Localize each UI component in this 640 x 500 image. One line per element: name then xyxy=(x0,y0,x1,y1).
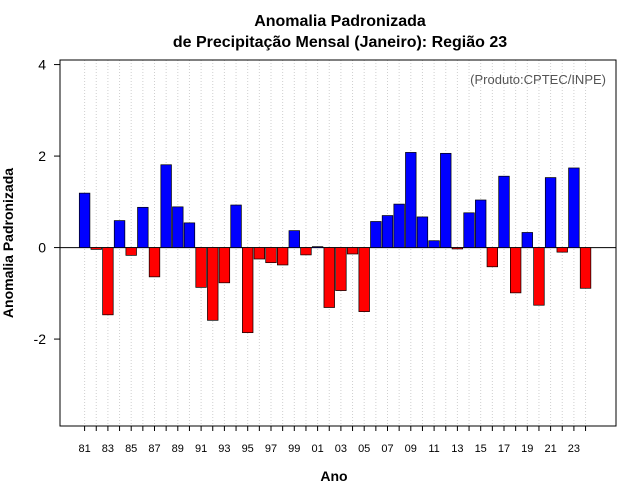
bar-1987 xyxy=(148,247,161,278)
credit-text: (Produto:CPTEC/INPE) xyxy=(470,72,606,87)
x-tick-label: 99 xyxy=(288,443,300,455)
bar-1994 xyxy=(230,204,242,248)
chart-title: Anomalia Padronizada xyxy=(254,13,426,30)
x-tick-label: 91 xyxy=(195,443,207,455)
bar-1990 xyxy=(183,222,196,248)
bar-2013 xyxy=(451,247,464,250)
bar-1992 xyxy=(207,247,219,321)
bar-1993 xyxy=(218,247,231,284)
x-tick-label: 95 xyxy=(242,443,254,455)
bar-2000 xyxy=(300,247,312,256)
bar-1989 xyxy=(172,206,184,248)
bar-2001 xyxy=(311,246,324,248)
x-tick-label: 93 xyxy=(218,443,230,455)
chart-subtitle: de Precipitação Mensal (Janeiro): Região… xyxy=(173,34,507,51)
x-tick-label: 19 xyxy=(521,443,533,455)
x-tick-label: 85 xyxy=(125,443,137,455)
x-tick-label: 97 xyxy=(265,443,277,455)
bar-series xyxy=(78,152,592,334)
bar-1995 xyxy=(242,247,254,334)
y-axis-title: Anomalia Padronizada xyxy=(0,168,16,318)
x-tick-label: 07 xyxy=(381,443,393,455)
bar-2002 xyxy=(323,247,335,308)
bar-2014 xyxy=(463,212,475,248)
bar-2020 xyxy=(533,247,545,306)
bar-2005 xyxy=(358,247,370,312)
x-tick-label: 01 xyxy=(311,443,323,455)
y-tick-label: 0 xyxy=(38,240,46,256)
bar-2016 xyxy=(486,247,498,268)
bar-2015 xyxy=(475,199,487,248)
bar-2011 xyxy=(428,240,440,248)
bar-1996 xyxy=(253,247,266,260)
y-axis: 4 2 0 -2 xyxy=(34,57,60,347)
y-tick-label: 2 xyxy=(38,148,46,164)
x-tick-label: 21 xyxy=(544,443,556,455)
bar-2023 xyxy=(568,167,580,248)
bar-2007 xyxy=(381,215,394,248)
bar-2022 xyxy=(556,247,568,253)
bar-1984 xyxy=(113,220,126,248)
bar-2004 xyxy=(346,247,359,255)
y-tick-label: 4 xyxy=(38,57,46,73)
bar-1999 xyxy=(288,230,300,248)
x-tick-label: 83 xyxy=(102,443,114,455)
bar-2010 xyxy=(416,216,429,248)
y-tick-label: -2 xyxy=(34,331,47,347)
bar-1981 xyxy=(78,192,91,248)
bar-1983 xyxy=(102,247,114,316)
bar-1982 xyxy=(90,247,102,250)
bar-1991 xyxy=(195,247,207,288)
bar-2019 xyxy=(521,232,533,248)
x-axis: 81 83 85 87 89 91 93 95 97 99 01 03 05 07 09 11 13 15 17 19… xyxy=(78,426,587,455)
bar-1998 xyxy=(277,247,289,266)
bar-2021 xyxy=(544,177,557,248)
x-axis-title: Ano xyxy=(320,468,347,484)
x-tick-label: 23 xyxy=(568,443,580,455)
bar-2003 xyxy=(335,247,347,291)
plot-frame xyxy=(59,59,617,427)
bar-1997 xyxy=(265,247,277,264)
bar-2017 xyxy=(498,175,510,248)
x-tick-label: 11 xyxy=(428,443,439,455)
bar-1988 xyxy=(160,164,172,248)
bar-2012 xyxy=(440,152,452,248)
bar-2008 xyxy=(393,203,405,248)
bar-2006 xyxy=(370,221,382,248)
bar-2009 xyxy=(405,152,417,248)
x-tick-label: 89 xyxy=(172,443,184,455)
bar-2024 xyxy=(579,247,592,289)
x-tick-label: 87 xyxy=(148,443,160,455)
x-tick-label: 17 xyxy=(498,443,510,455)
x-tick-label: 03 xyxy=(335,443,347,455)
bar-2018 xyxy=(510,247,522,294)
x-tick-label: 09 xyxy=(405,443,417,455)
x-tick-label: 15 xyxy=(475,443,487,455)
x-tick-label: 81 xyxy=(78,443,90,455)
x-tick-label: 13 xyxy=(451,443,463,455)
bar-1985 xyxy=(125,247,137,256)
bar-1986 xyxy=(137,206,149,248)
x-tick-label: 05 xyxy=(358,443,370,455)
